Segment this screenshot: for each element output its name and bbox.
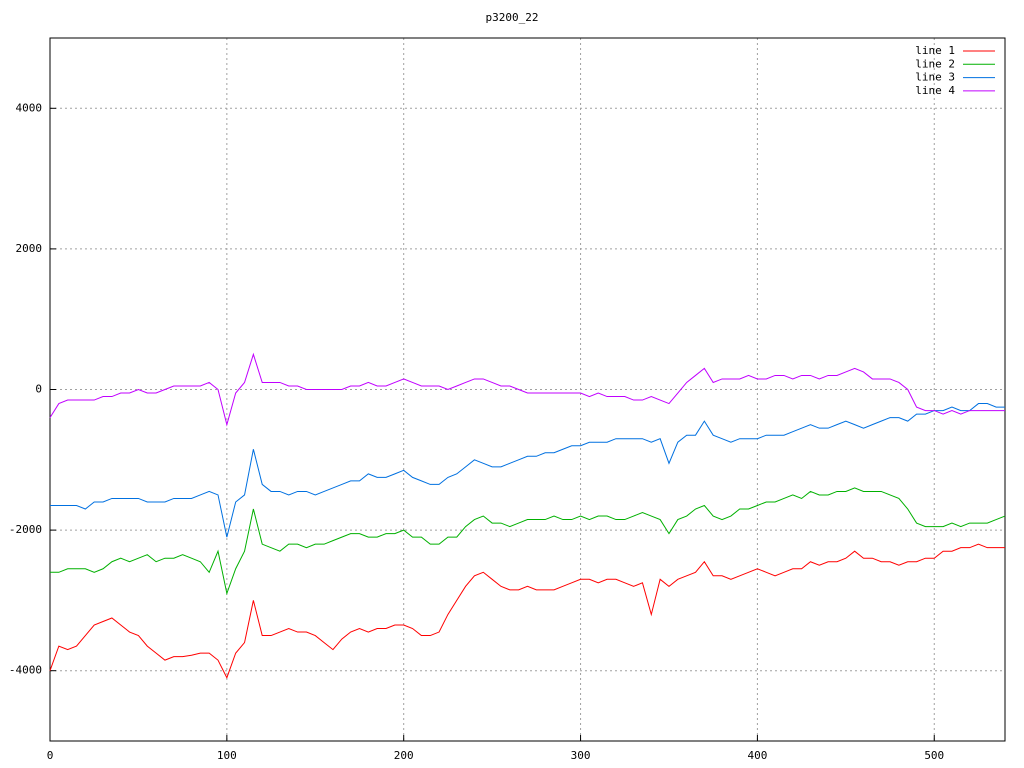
x-tick-label: 300 xyxy=(571,749,591,762)
legend-label: line 2 xyxy=(915,57,955,70)
y-tick-label: -2000 xyxy=(9,523,42,536)
data-line xyxy=(49,543,1005,679)
y-tick-label: -4000 xyxy=(9,664,42,677)
y-tick-label: 4000 xyxy=(16,101,43,114)
x-tick-label: 0 xyxy=(47,749,54,762)
x-tick-label: 400 xyxy=(747,749,767,762)
y-tick-label: 0 xyxy=(35,383,42,396)
data-line xyxy=(49,352,1005,427)
data-line xyxy=(50,487,1006,596)
legend-label: line 4 xyxy=(915,84,955,97)
legend-label: line 3 xyxy=(915,71,955,84)
plot-frame xyxy=(49,37,1006,742)
chart-title: p3200_22 xyxy=(486,11,539,24)
x-tick-label: 500 xyxy=(924,749,944,762)
data-line xyxy=(50,403,1005,538)
x-tick-label: 100 xyxy=(217,749,237,762)
y-tick-label: 2000 xyxy=(16,242,43,255)
x-tick-label: 200 xyxy=(394,749,414,762)
legend-label: line 1 xyxy=(915,44,955,57)
